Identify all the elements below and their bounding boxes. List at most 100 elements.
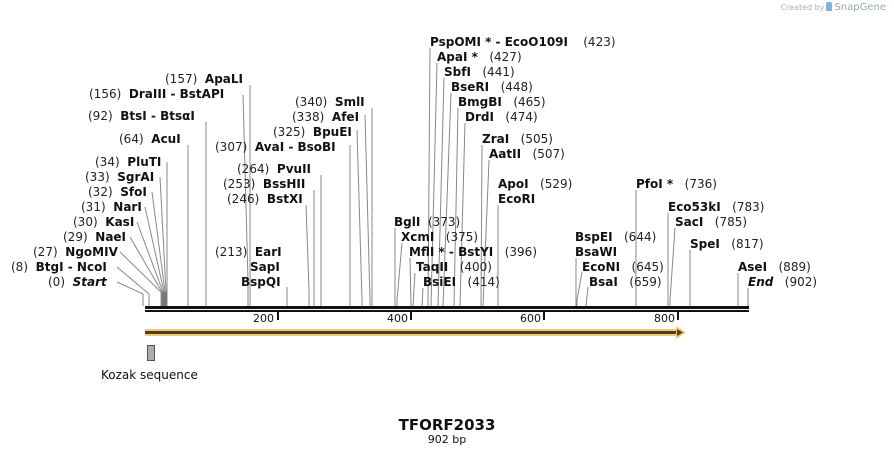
site-afei[interactable]: (338) AfeI [292,110,359,124]
site-name: XcmI [401,230,435,244]
site-pos: (414) [467,275,500,289]
site-spei[interactable]: SpeI (817) [690,237,764,251]
site-bseri[interactable]: BseRI (448) [451,80,533,94]
site-bmgbi[interactable]: BmgBI (465) [458,95,546,109]
site-econi[interactable]: EcoNI (645) [582,260,664,274]
site-name: BglI [394,215,421,229]
site-sfoi[interactable]: (32) SfoI [88,185,147,199]
site-pos: (474) [505,110,538,124]
site-aatii[interactable]: AatII (507) [489,147,565,161]
site-pos: (30) [73,215,98,229]
site-drdi[interactable]: DrdI (474) [465,110,538,124]
site-pos: (338) [292,110,325,124]
site-name: ZraI [482,132,510,146]
site-pos: (33) [85,170,110,184]
site-name: SpeI [690,237,720,251]
site-bgli[interactable]: BglI (373) [394,215,460,229]
site-sgrai[interactable]: (33) SgrAI [85,170,154,184]
site-kasi[interactable]: (30) KasI [73,215,134,229]
site-name: BseRI [451,80,490,94]
site-xcmi[interactable]: XcmI (375) [401,230,478,244]
orf-feature-arrow[interactable] [145,326,686,339]
site-bsawi[interactable]: BsaWI [575,245,617,259]
site-bsiei[interactable]: BsiEI (414) [423,275,500,289]
site-bspei[interactable]: BspEI (644) [575,230,656,244]
site-pos: (27) [33,245,58,259]
backbone-top-strand [145,306,749,309]
credit-text: Created by [780,3,825,12]
site-asei[interactable]: AseI (889) [738,260,811,274]
site-name: BspQI [241,275,281,289]
site-pos: (32) [88,185,113,199]
site-name: End [748,275,774,289]
site-name: SapI [250,260,280,274]
site-end[interactable]: End (902) [748,275,817,289]
site-nari[interactable]: (31) NarI [81,200,142,214]
site-pos: (64) [119,132,144,146]
site-name: BspEI [575,230,613,244]
site-acui[interactable]: (64) AcuI [119,132,181,146]
site-bspqi[interactable]: BspQI [241,275,281,289]
site-avai-bsobi[interactable]: (307) AvaI - BsoBI [215,140,336,154]
kozak-feature-box[interactable] [147,345,155,361]
site-eco53ki[interactable]: Eco53kI (783) [668,200,764,214]
site-pos: (448) [500,80,533,94]
site-name: AatII [489,147,522,161]
site-smli[interactable]: (340) SmlI [295,95,365,109]
sequence-length: 902 bp [427,433,467,446]
site-apai[interactable]: ApaI * (427) [437,50,522,64]
site-name: BtsI - BtsαI [120,109,195,123]
site-bstxi[interactable]: (246) BstXI [227,192,303,206]
site-name: PfoI * [636,177,674,191]
site-name: EarI [254,245,282,259]
site-name: AvaI - BsoBI [254,140,336,154]
site-ngomiv[interactable]: (27) NgoMIV [33,245,118,259]
site-pos: (307) [215,140,248,154]
site-saci[interactable]: SacI (785) [675,215,747,229]
site-pos: (373) [427,215,461,229]
site-btsi-btsai[interactable]: (92) BtsI - BtsαI [88,109,195,123]
site-name: KasI [105,215,135,229]
credit-brand: SnapGene [834,2,886,13]
site-pos: (465) [513,95,546,109]
site-pvuii[interactable]: (264) PvuII [237,162,311,176]
site-bsai[interactable]: BsaI (659) [589,275,662,289]
site-name: BtgI - NcoI [35,260,107,274]
site-name: SacI [675,215,704,229]
ruler-tick-400: 400 [387,312,408,325]
ruler-tick-800: 800 [654,312,675,325]
site-taqii[interactable]: TaqII (400) [416,260,492,274]
site-draiii-bstapi[interactable]: (156) DraIII - BstAPI [89,87,224,101]
site-zrai[interactable]: ZraI (505) [482,132,553,146]
site-apoi[interactable]: ApoI (529) [498,177,572,191]
site-bpuei[interactable]: (325) BpuEI [273,125,352,139]
site-btgi-ncoi[interactable]: (8) BtgI - NcoI [11,260,107,274]
site-pspomi-ecoo109i[interactable]: PspOMI * - EcoO109I (423) [430,35,616,49]
site-pos: (736) [684,177,717,191]
site-name: Start [72,275,107,289]
site-name: NaeI [95,230,127,244]
snapgene-logo-icon [826,2,833,11]
site-pos: (505) [520,132,553,146]
site-pluti[interactable]: (34) PluTI [95,155,161,169]
site-eari[interactable]: (213) EarI [215,245,282,259]
site-pos: (156) [89,87,122,101]
site-bsshii[interactable]: (253) BssHII [223,177,305,191]
kozak-feature-label[interactable]: Kozak sequence [101,368,198,382]
site-start[interactable]: (0) Start [48,275,107,289]
site-pos: (340) [295,95,328,109]
site-pos: (659) [629,275,662,289]
site-ecori[interactable]: EcoRI [498,192,535,206]
site-apali[interactable]: (157) ApaLI [165,72,243,86]
site-pos: (889) [778,260,811,274]
site-naei[interactable]: (29) NaeI [63,230,126,244]
site-mfli-bstyi[interactable]: MflI * - BstYI (396) [409,245,537,259]
site-name: NgoMIV [65,245,118,259]
site-sbfi[interactable]: SbfI (441) [444,65,515,79]
site-sapi[interactable]: SapI [250,260,280,274]
site-pos: (375) [445,230,479,244]
site-pos: (246) [227,192,260,206]
site-pos: (783) [732,200,765,214]
site-pfoi[interactable]: PfoI * (736) [636,177,717,191]
site-pos: (427) [489,50,522,64]
